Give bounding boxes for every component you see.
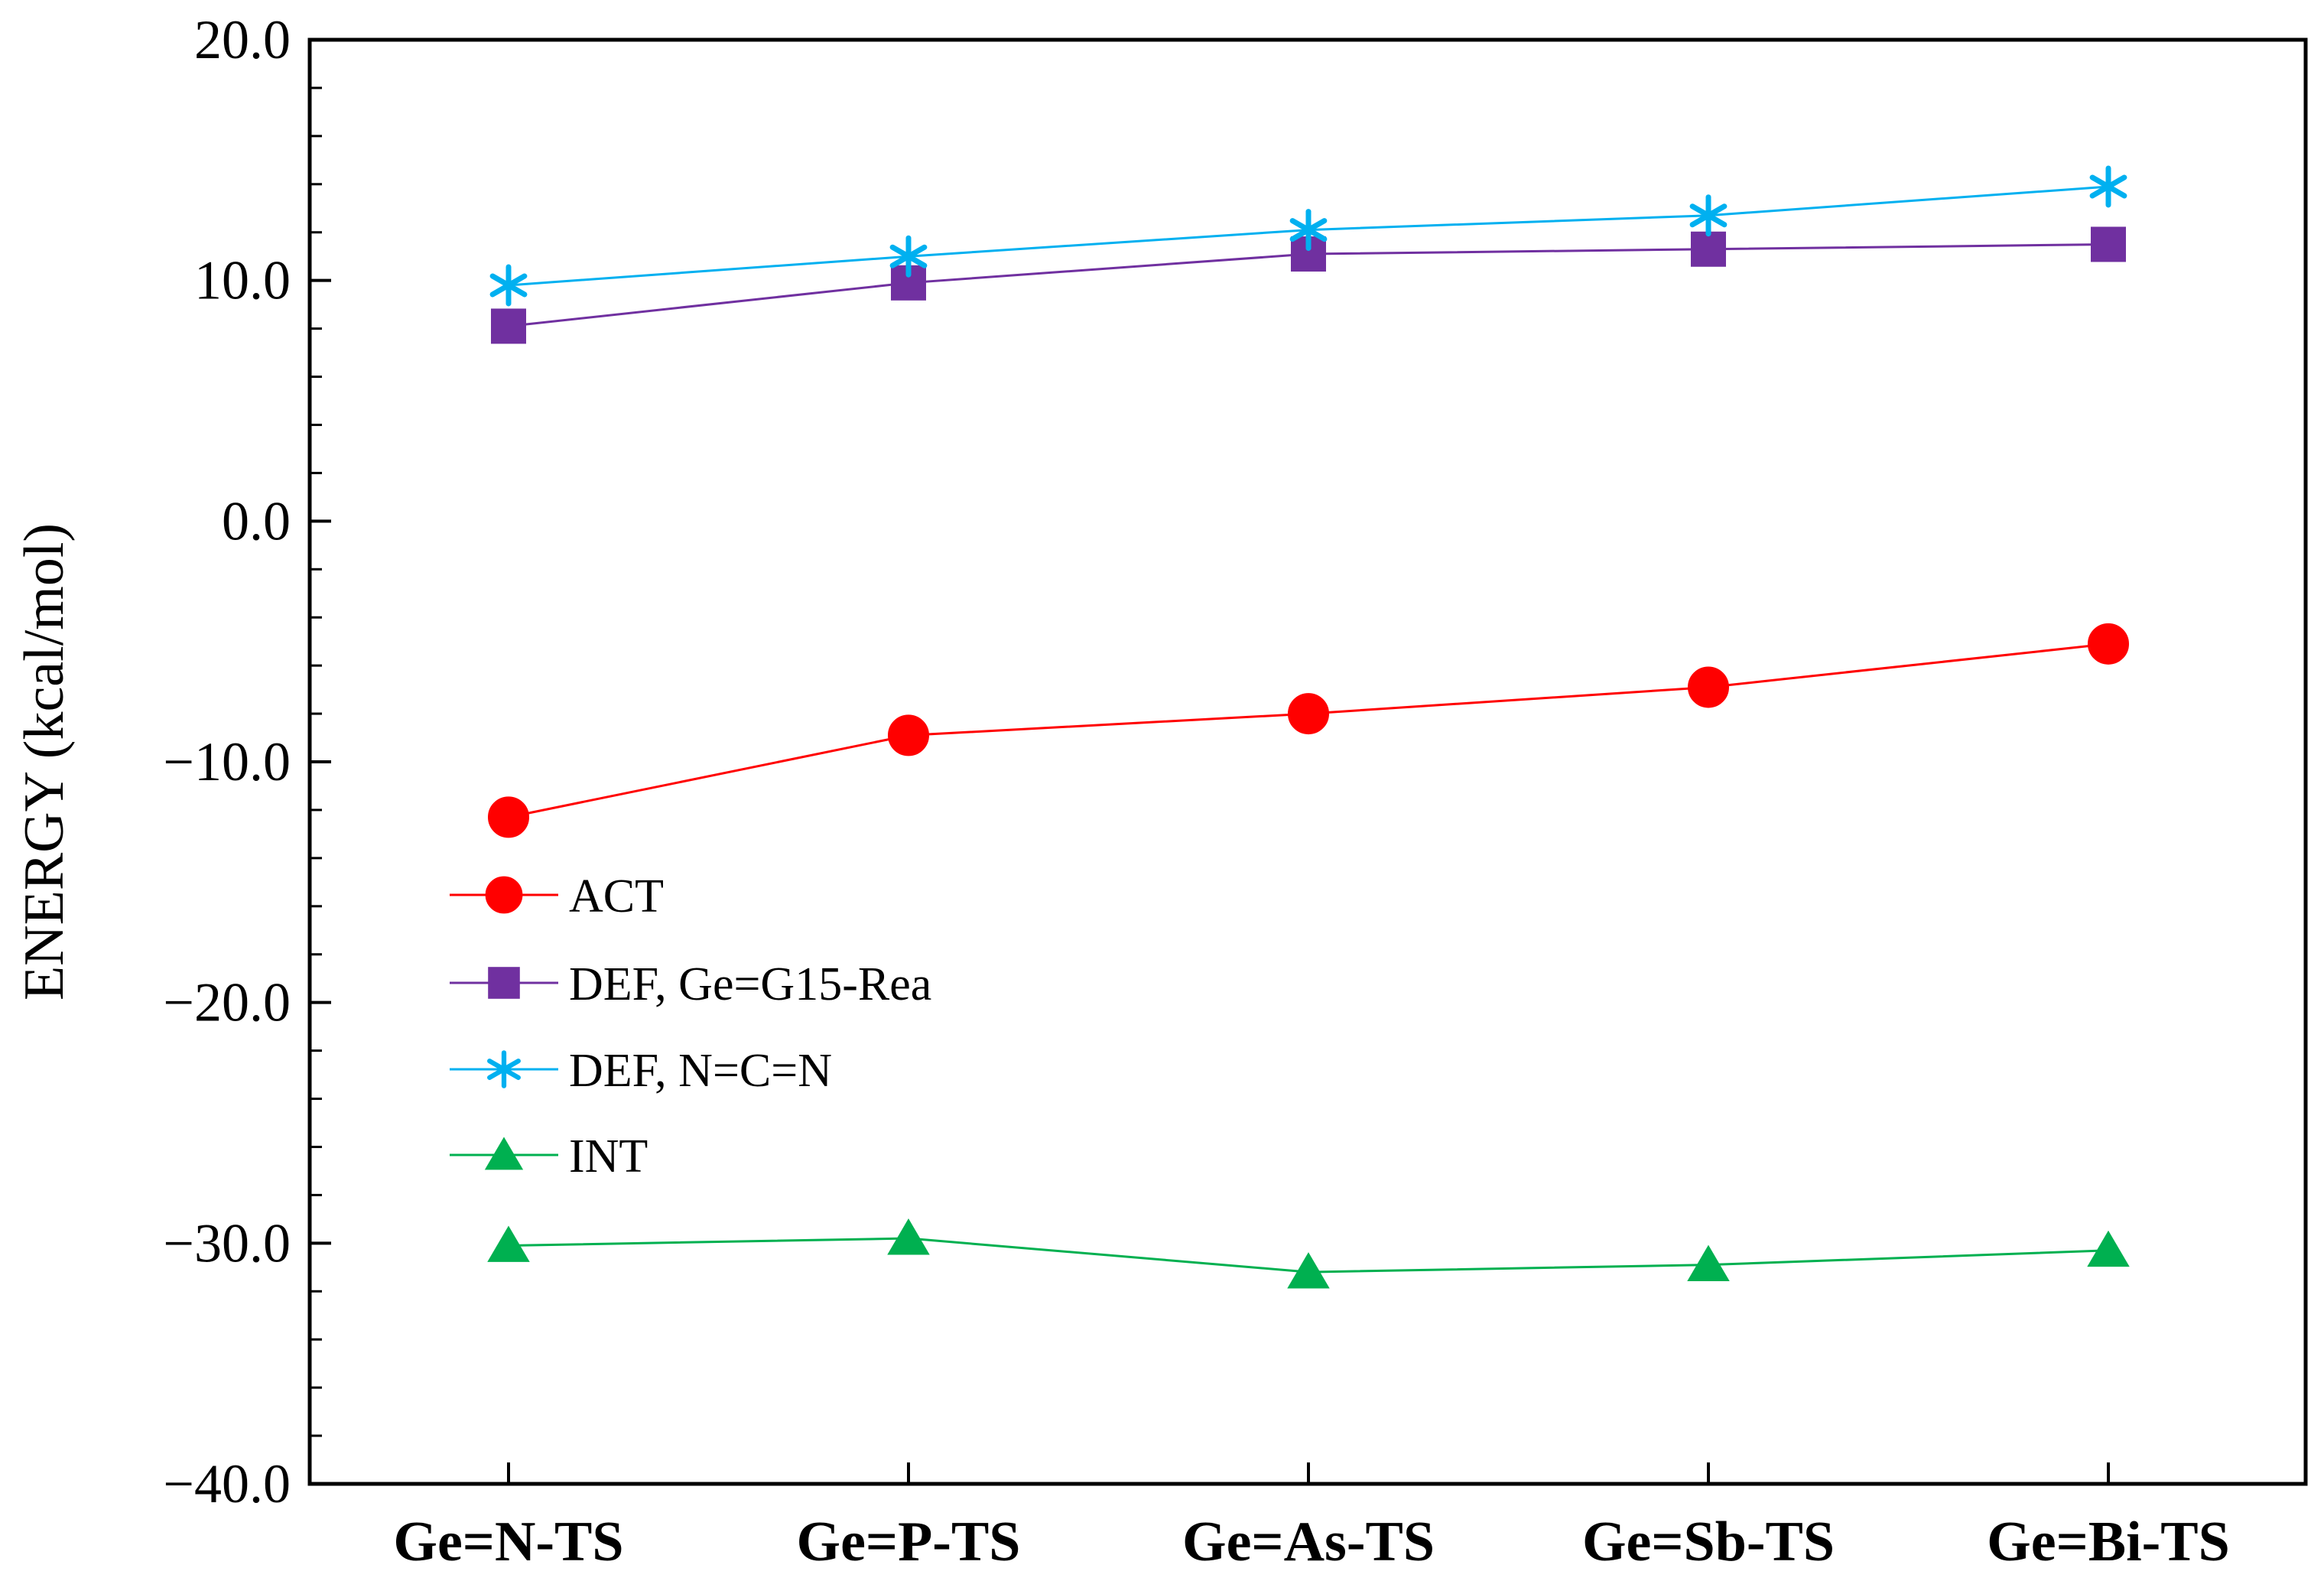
series-group — [487, 165, 2130, 1289]
data-point-ACT-Ge=Bi-TS — [2088, 623, 2129, 665]
data-point-DEF, N=C=N-Ge=P-TS — [889, 235, 928, 278]
y-tick-label: 0.0 — [222, 490, 291, 551]
x-category-label: Ge=P-TS — [797, 1511, 1021, 1573]
data-point-ACT-Ge=Sb-TS — [1688, 666, 1729, 708]
x-category-label: Ge=N-TS — [393, 1511, 623, 1573]
data-point-INT-Ge=N-TS — [487, 1225, 530, 1262]
legend-label: DEF, Ge=G15-Rea — [569, 958, 931, 1010]
axes: 20.0 10.0 0.0 −10.0 −20.0 −30.0 −40.0 Ge=N-TS Ge… — [13, 9, 2308, 1573]
data-point-DEF, Ge=G15-Rea-Ge=Bi-TS — [2091, 226, 2126, 262]
y-tick-label: 20.0 — [194, 9, 291, 70]
data-point-DEF, Ge=G15-Rea-Ge=N-TS — [491, 308, 526, 344]
y-tick-label: −20.0 — [163, 972, 291, 1033]
data-point-DEF, N=C=N-Ge=Sb-TS — [1689, 194, 1728, 237]
asterisk-stroke — [1689, 203, 1728, 228]
x-category-label: Ge=Bi-TS — [1987, 1511, 2230, 1573]
legend-marker — [484, 1137, 524, 1170]
data-point-INT-Ge=Bi-TS — [2087, 1230, 2130, 1267]
legend-marker — [488, 967, 520, 999]
legend-label: INT — [569, 1130, 648, 1182]
legend-label: ACT — [569, 870, 664, 922]
asterisk-stroke — [1289, 218, 1328, 242]
data-point-INT-Ge=Sb-TS — [1687, 1244, 1730, 1282]
x-category-label: Ge=Sb-TS — [1582, 1511, 1835, 1573]
data-point-ACT-Ge=N-TS — [488, 796, 529, 838]
y-tick-label: −40.0 — [163, 1453, 291, 1514]
y-tick-label: −10.0 — [163, 731, 291, 792]
data-point-ACT-Ge=As-TS — [1288, 693, 1329, 735]
x-category-label: Ge=As-TS — [1182, 1511, 1435, 1573]
y-tick-label: 10.0 — [194, 250, 291, 311]
legend-label: DEF, N=C=N — [569, 1045, 832, 1097]
data-point-DEF, Ge=G15-Rea-Ge=Sb-TS — [1691, 231, 1726, 267]
y-tick-label: −30.0 — [163, 1212, 291, 1274]
data-point-INT-Ge=P-TS — [887, 1218, 930, 1255]
legend-marker — [485, 876, 523, 914]
y-axis-title: ENERGY (kcal/mol) — [13, 523, 76, 1000]
asterisk-stroke — [2089, 174, 2127, 199]
data-point-DEF, N=C=N-Ge=N-TS — [489, 264, 528, 307]
asterisk-stroke — [889, 244, 928, 268]
data-point-INT-Ge=As-TS — [1287, 1252, 1330, 1289]
asterisk-stroke — [489, 273, 528, 298]
asterisk-stroke — [487, 1059, 521, 1080]
data-point-DEF, N=C=N-Ge=Bi-TS — [2089, 165, 2127, 208]
legend-marker — [487, 1050, 521, 1088]
data-point-DEF, N=C=N-Ge=As-TS — [1289, 209, 1328, 252]
data-point-ACT-Ge=P-TS — [888, 714, 929, 756]
legend: ACT DEF, Ge=G15-Rea DEF, N=C=N INT — [450, 870, 931, 1182]
